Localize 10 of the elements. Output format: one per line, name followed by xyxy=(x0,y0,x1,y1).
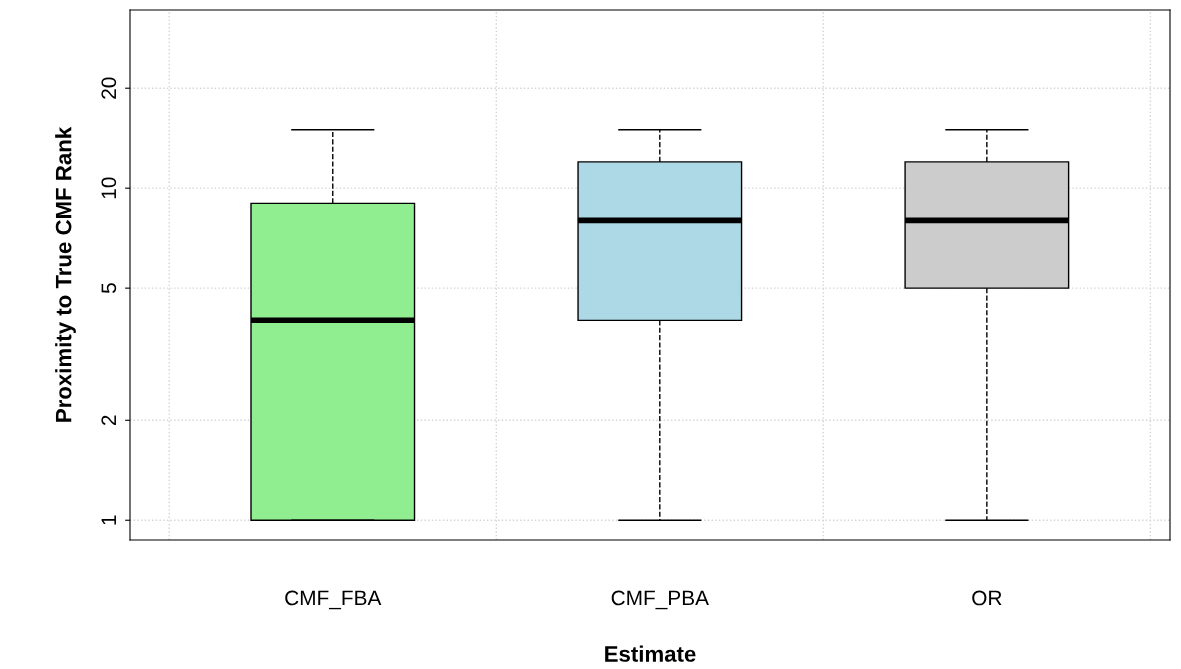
y-tick-label: 1 xyxy=(101,515,116,525)
y-tick-label: 20 xyxy=(101,77,117,99)
x-tick-label: CMF_PBA xyxy=(611,590,709,610)
x-axis-title: Estimate xyxy=(605,645,696,662)
y-tick-label: 5 xyxy=(101,283,117,294)
y-tick-label: 2 xyxy=(101,415,116,426)
y-axis-title: Proximity to True CMF Rank xyxy=(55,126,76,422)
x-tick-label: OR xyxy=(972,590,1002,606)
y-tick-label: 10 xyxy=(101,177,117,199)
x-tick-label: CMF_FBA xyxy=(285,590,382,610)
